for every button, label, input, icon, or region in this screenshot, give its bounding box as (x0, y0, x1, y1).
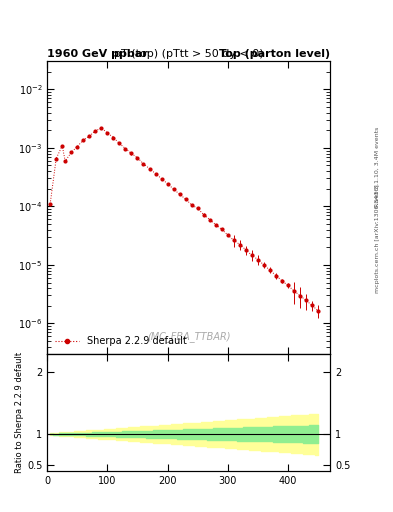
Text: (MC_FBA_TTBAR): (MC_FBA_TTBAR) (147, 331, 230, 343)
Legend: Sherpa 2.2.9 default: Sherpa 2.2.9 default (52, 333, 190, 349)
Text: Top (parton level): Top (parton level) (219, 49, 330, 59)
Text: 1960 GeV ppbar: 1960 GeV ppbar (47, 49, 148, 59)
Y-axis label: Ratio to Sherpa 2.2.9 default: Ratio to Sherpa 2.2.9 default (15, 352, 24, 473)
Text: mcplots.cern.ch [arXiv:1306.3436]: mcplots.cern.ch [arXiv:1306.3436] (375, 184, 380, 293)
Text: Rivet 3.1.10, 3.4M events: Rivet 3.1.10, 3.4M events (375, 126, 380, 207)
Title: pT (top) (pTtt > 50 dy < 0): pT (top) (pTtt > 50 dy < 0) (114, 49, 263, 59)
